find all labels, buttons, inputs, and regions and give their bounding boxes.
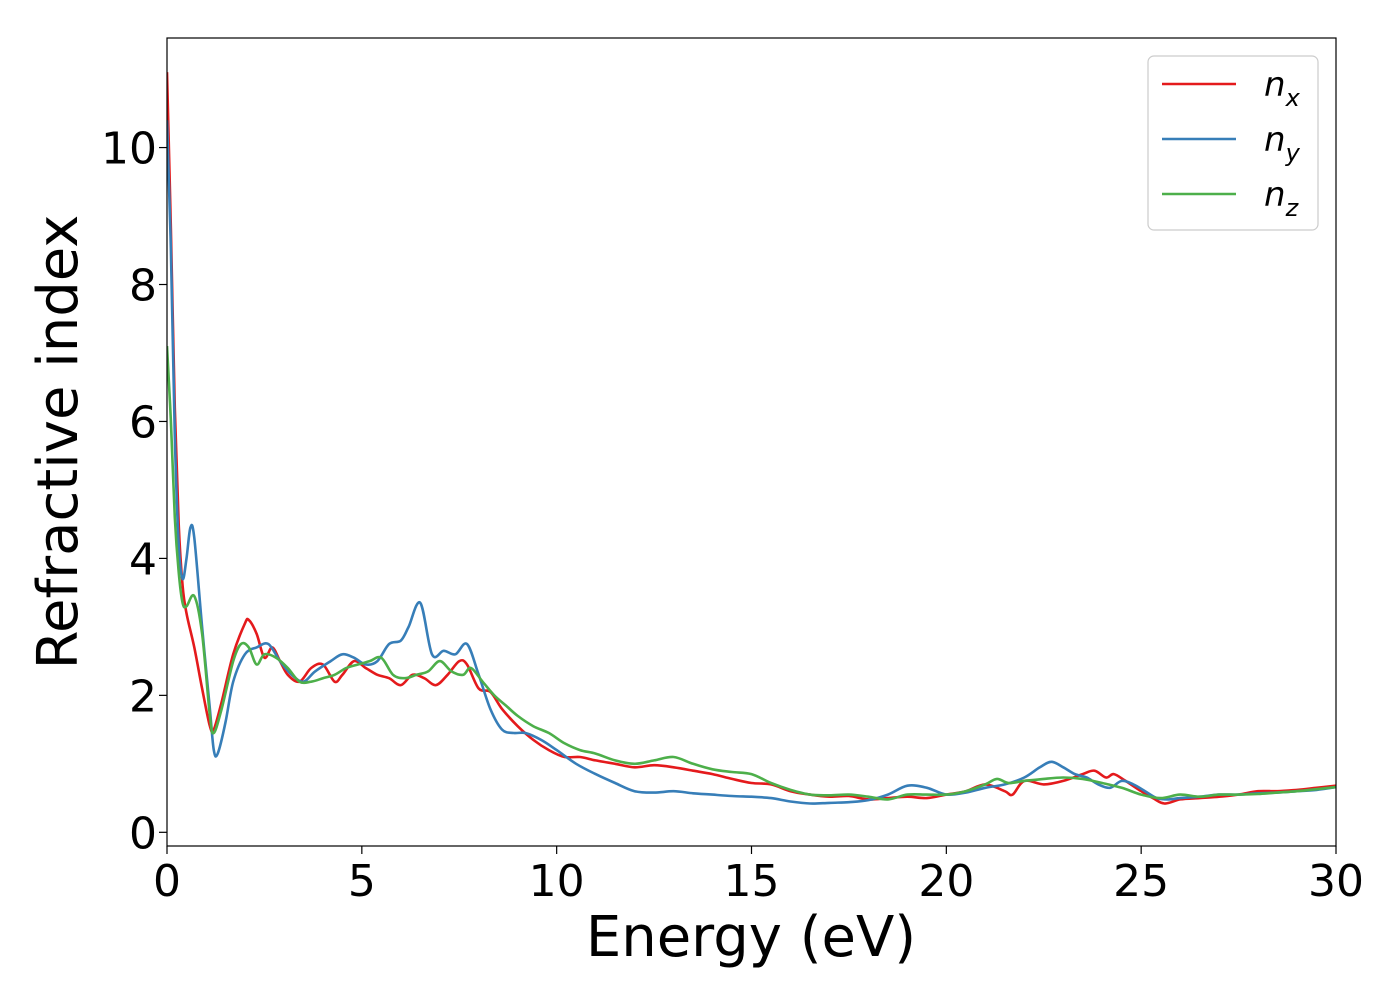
y-tick-label: 0 [129, 808, 157, 859]
series-layer [167, 72, 1336, 805]
x-tick-label: 5 [348, 856, 376, 907]
x-tick-label: 15 [724, 856, 780, 907]
y-axis-ticks: 0 2 4 6 8 10 [101, 124, 167, 859]
legend-box [1147, 55, 1319, 231]
series-line-nz [167, 346, 1336, 801]
y-tick-label: 6 [129, 397, 157, 448]
x-tick-label: 0 [153, 856, 181, 907]
series-line-nx [167, 72, 1336, 805]
legend: nx ny nz [1147, 55, 1319, 231]
x-axis-ticks: 0 5 10 15 20 25 30 [153, 846, 1364, 907]
x-tick-label: 20 [918, 856, 974, 907]
y-tick-label: 8 [129, 261, 157, 312]
x-tick-label: 25 [1113, 856, 1169, 907]
y-axis-title: Refractive index [26, 215, 91, 670]
x-axis-title: Energy (eV) [586, 905, 916, 970]
x-tick-label: 30 [1308, 856, 1364, 907]
legend-label-ny: ny [1264, 120, 1301, 167]
legend-label-nx: nx [1264, 65, 1301, 112]
y-tick-label: 2 [129, 671, 157, 722]
x-tick-label: 10 [529, 856, 585, 907]
y-tick-label: 4 [129, 534, 157, 585]
series-line-ny [167, 120, 1336, 805]
legend-label-nz: nz [1264, 175, 1300, 222]
y-tick-label: 10 [101, 124, 157, 175]
